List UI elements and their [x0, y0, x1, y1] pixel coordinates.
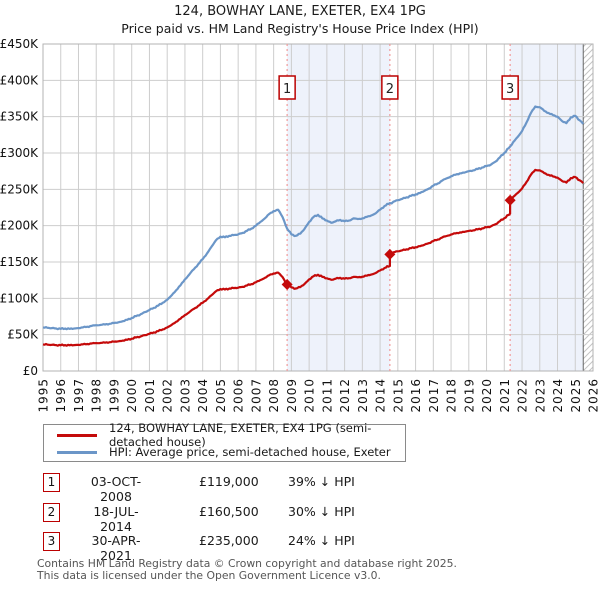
sale-point-diamond-1	[281, 279, 293, 291]
future-hatch-region	[583, 44, 593, 371]
sale-marker-box-3	[501, 75, 519, 100]
x-axis-tick-label: 2009	[285, 378, 299, 413]
x-axis-tick-label: 2025	[569, 378, 583, 413]
chart-legend: 124, BOWHAY LANE, EXETER, EX4 1PG (semi-…	[43, 421, 406, 462]
chart-subtitle: Price paid vs. HM Land Registry's House …	[121, 21, 479, 36]
x-axis-tick-label: 2003	[178, 378, 192, 413]
y-axis-tick-label: £250K	[0, 182, 39, 196]
x-axis-tick-label: 2013	[356, 378, 370, 413]
ownership-period-band	[510, 44, 584, 371]
x-axis-tick-label: 1999	[107, 378, 121, 413]
transaction-date: 18-JUL-2014	[93, 504, 139, 534]
x-axis-tick-label: 2016	[409, 378, 423, 413]
y-axis-tick-label: £450K	[0, 37, 39, 51]
transaction-price: £160,500	[199, 504, 259, 519]
hpi-line-swatch	[57, 450, 97, 454]
x-axis-tick-label: 2014	[374, 378, 388, 413]
plot-border	[42, 43, 594, 372]
x-axis-tick-label: 1997	[72, 378, 86, 413]
legend-item-hpi: HPI: Average price, semi-detached house,…	[44, 443, 391, 461]
transaction-date: 03-OCT-2008	[90, 474, 142, 504]
x-axis-tick-label: 2001	[143, 378, 157, 413]
x-axis-tick-label: 2021	[498, 378, 512, 413]
x-axis-tick-label: 2020	[480, 378, 494, 413]
x-axis-tick-label: 2002	[161, 378, 175, 413]
sale-marker-box-1	[278, 75, 296, 100]
transaction-price: £235,000	[199, 533, 259, 548]
x-axis-tick-label: 2019	[462, 378, 476, 413]
legend-label-price-paid: 124, BOWHAY LANE, EXETER, EX4 1PG (semi-…	[109, 421, 372, 449]
transaction-vs-hpi: 39% ↓ HPI	[288, 474, 355, 489]
price-paid-line	[42, 168, 584, 347]
x-axis-tick-label: 2008	[267, 378, 281, 413]
y-axis-tick-label: £150K	[0, 255, 39, 269]
x-axis-tick-label: 1998	[90, 378, 104, 413]
transaction-row: 1 03-OCT-2008 £119,000 39% ↓ HPI	[0, 473, 600, 504]
transaction-date: 30-APR-2021	[91, 533, 141, 563]
license-footer: Contains HM Land Registry data © Crown c…	[37, 558, 457, 581]
x-axis-tick-label: 2015	[391, 378, 405, 413]
x-axis-tick-label: 2017	[427, 378, 441, 413]
price-history-chart: 1 2 3 £0 £50K £100K £150K £200K £250K £300K £350K £…	[0, 37, 600, 413]
y-axis-tick-label: £50K	[7, 328, 39, 342]
transaction-row: 2 18-JUL-2014 £160,500 30% ↓ HPI	[0, 503, 600, 534]
x-axis-tick-label: 2000	[125, 378, 139, 413]
x-axis-tick-label: 2026	[587, 378, 600, 413]
price-line-swatch	[57, 433, 97, 437]
x-axis-tick-label: 2023	[533, 378, 547, 413]
page-title: 124, BOWHAY LANE, EXETER, EX4 1PG	[174, 4, 426, 19]
transaction-number-badge: 2	[43, 503, 60, 522]
y-axis-tick-label: £200K	[0, 219, 39, 233]
sale-point-diamond-3	[504, 194, 516, 206]
x-axis-tick-label: 2012	[338, 378, 352, 413]
sale-marker-number-1: 1	[283, 82, 291, 97]
hpi-line	[42, 105, 585, 331]
ownership-period-band	[287, 44, 390, 371]
footer-line-2: This data is licensed under the Open Gov…	[37, 568, 381, 582]
transaction-vs-hpi: 24% ↓ HPI	[288, 533, 355, 548]
x-axis-tick-label: 1996	[54, 378, 68, 413]
x-axis-tick-label: 2004	[196, 378, 210, 413]
x-axis-tick-label: 2024	[551, 378, 565, 413]
y-axis-tick-label: £400K	[0, 73, 39, 87]
x-axis-tick-label: 2005	[214, 378, 228, 413]
x-axis-tick-label: 2011	[320, 378, 334, 413]
sale-marker-box-2	[381, 75, 399, 100]
y-axis-tick-label: £300K	[0, 146, 39, 160]
transaction-number-badge: 1	[43, 473, 60, 492]
y-axis-tick-label: £0	[23, 364, 38, 378]
y-axis-tick-label: £350K	[0, 110, 39, 124]
x-axis-tick-label: 2022	[516, 378, 530, 413]
transaction-price: £119,000	[199, 474, 259, 489]
x-axis-tick-label: 2018	[445, 378, 459, 413]
footer-line-1: Contains HM Land Registry data © Crown c…	[37, 557, 457, 570]
sale-marker-number-3: 3	[506, 82, 514, 97]
x-axis-tick-label: 2007	[249, 378, 263, 413]
sale-marker-number-2: 2	[386, 82, 394, 97]
transaction-vs-hpi: 30% ↓ HPI	[288, 504, 355, 519]
x-axis-tick-label: 2006	[232, 378, 246, 413]
legend-item-price-paid: 124, BOWHAY LANE, EXETER, EX4 1PG (semi-…	[44, 421, 405, 449]
transaction-row: 3 30-APR-2021 £235,000 24% ↓ HPI	[0, 532, 600, 563]
transaction-number-badge: 3	[43, 532, 60, 551]
y-axis-tick-label: £100K	[0, 291, 39, 305]
x-axis-tick-label: 1995	[37, 378, 51, 413]
sale-point-diamond-2	[384, 248, 396, 260]
x-axis-tick-label: 2010	[303, 378, 317, 413]
legend-label-hpi: HPI: Average price, semi-detached house,…	[109, 445, 391, 459]
